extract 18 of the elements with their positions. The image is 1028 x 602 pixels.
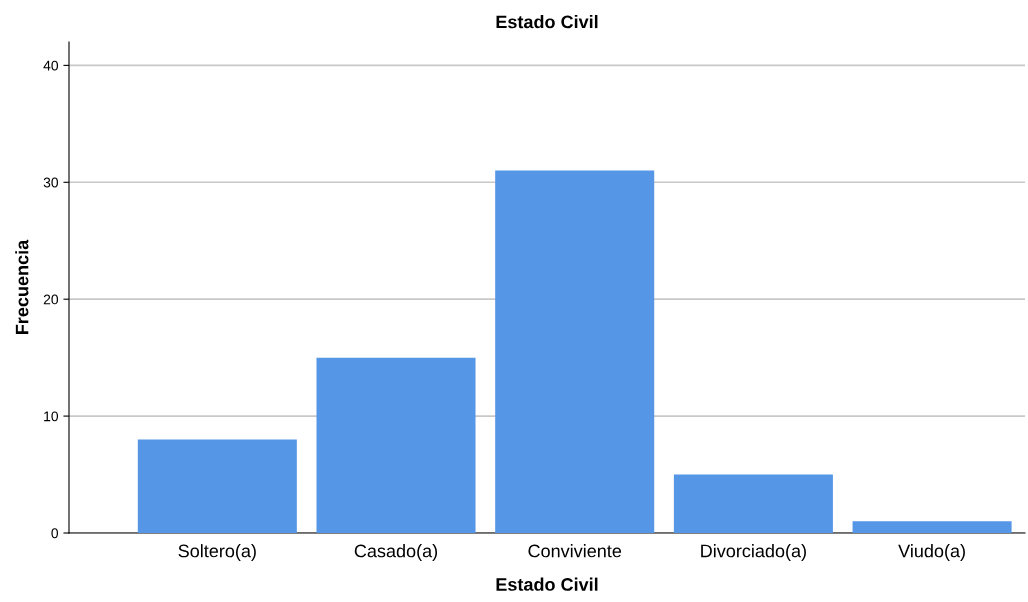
y-tick-label: 0 [51, 528, 59, 539]
x-tick-label: Conviviente [528, 544, 622, 558]
bar [852, 521, 1012, 533]
y-tick-label: 30 [43, 177, 59, 188]
bar [495, 170, 655, 533]
bar [316, 357, 476, 533]
y-axis-title: Frecuencia [15, 239, 29, 334]
y-tick-label: 10 [44, 411, 59, 422]
x-tick-label: Casado(a) [354, 544, 438, 561]
bar [137, 439, 297, 533]
x-axis-title: Estado Civil [496, 577, 598, 591]
x-tick-label: Viudo(a) [898, 544, 965, 561]
y-tick-label: 40 [43, 60, 59, 71]
bar [673, 474, 833, 533]
x-tick-label: Soltero(a) [178, 544, 256, 561]
x-tick-label: Divorciado(a) [701, 544, 806, 561]
y-tick-label: 20 [43, 294, 59, 305]
chart-title: Estado Civil [496, 15, 598, 29]
